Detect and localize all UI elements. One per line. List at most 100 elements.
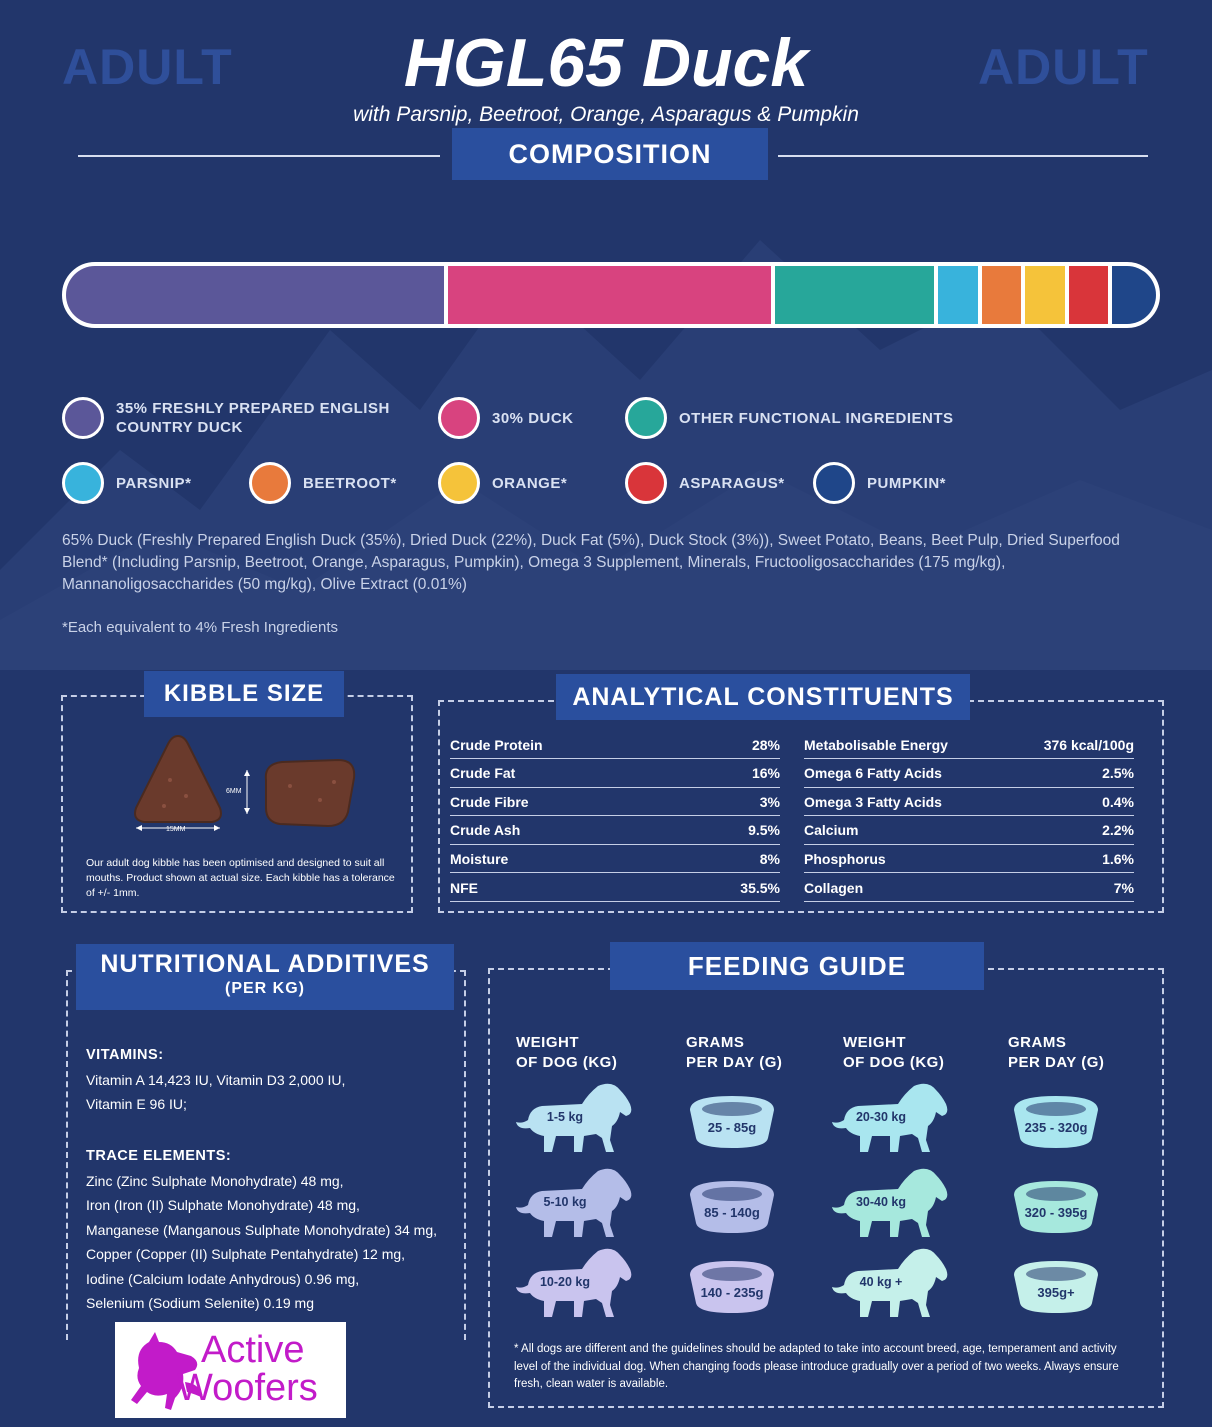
column-weight-1: WEIGHT OF DOG (KG) [516, 1033, 617, 1073]
dog-shape [516, 1248, 632, 1317]
logo-text-woofers: Woofers [177, 1367, 318, 1409]
bowl-rim [1026, 1187, 1086, 1201]
composition-segment [981, 266, 1026, 324]
composition-segment [938, 266, 982, 324]
dog-tail [185, 1382, 203, 1398]
trace-element-line: Iron (Iron (II) Sulphate Monohydrate) 48… [86, 1197, 360, 1213]
analytical-heading: ANALYTICAL CONSTITUENTS [572, 683, 954, 711]
fresh-ingredients-footnote: *Each equivalent to 4% Fresh Ingredients [62, 619, 338, 636]
constituent-value: 0.4% [1102, 793, 1134, 810]
additives-banner: NUTRITIONAL ADDITIVES (PER KG) [76, 944, 454, 1010]
kibble-front-icon [134, 734, 222, 823]
legend-label: 30% DUCK [492, 409, 574, 427]
kibble-size-banner: KIBBLE SIZE [144, 671, 344, 717]
trace-elements-title: TRACE ELEMENTS: [86, 1148, 232, 1164]
constituent-name: Moisture [450, 850, 509, 867]
constituent-value: 35.5% [740, 879, 780, 896]
column-weight-line: WEIGHT [516, 1034, 579, 1051]
constituent-value: 9.5% [748, 822, 780, 839]
trace-element-line: Manganese (Manganous Sulphate Monohydrat… [86, 1221, 437, 1238]
analytical-row: Omega 6 Fatty Acids 2.5% [804, 760, 1134, 788]
dog-shape [832, 1083, 948, 1152]
constituent-value: 2.5% [1102, 765, 1134, 782]
composition-segment [1068, 266, 1113, 324]
dog-weight-label: 10-20 kg [539, 1275, 591, 1289]
dog-silhouette-icon [832, 1083, 948, 1152]
composition-segment [774, 266, 938, 324]
legend-label: OTHER FUNCTIONAL INGREDIENTS [679, 409, 954, 427]
analytical-row: Crude Fibre 3% [450, 788, 780, 817]
dog-weight-label: 5-10 kg [543, 1195, 587, 1209]
column-grams-line: PER DAY (G) [1008, 1054, 1105, 1071]
dog-shape [832, 1168, 948, 1237]
column-grams-1: GRAMS PER DAY (G) [686, 1033, 782, 1073]
feeding-guide-banner: FEEDING GUIDE [610, 942, 984, 990]
dog-weight-label: 40 kg + [859, 1275, 903, 1289]
kibble-width-label: 15MM [166, 826, 186, 833]
legend-item-parsnip: PARSNIP* [62, 462, 191, 504]
dog-shape [516, 1168, 632, 1237]
legend-label: PUMPKIN* [867, 474, 947, 492]
food-bowl-icon [690, 1096, 774, 1148]
legend-item-other: OTHER FUNCTIONAL INGREDIENTS [625, 397, 954, 439]
bowl-rim [702, 1102, 762, 1116]
trace-element-line: Selenium (Sodium Selenite) 0.19 mg [86, 1295, 315, 1311]
kibble-height-label: 6MM [226, 788, 242, 795]
legend-dot [625, 462, 667, 504]
constituent-value: 2.2% [1102, 822, 1134, 839]
analytical-row: Phosphorus 1.6% [804, 845, 1134, 874]
bowl-rim [702, 1187, 762, 1201]
grams-per-day-label: 320 - 395g [1024, 1205, 1088, 1220]
composition-segment [1112, 266, 1156, 324]
dog-silhouette-icon [516, 1248, 632, 1317]
legend-label: PARSNIP* [116, 474, 192, 492]
column-grams-2: GRAMS PER DAY (G) [1008, 1033, 1104, 1073]
dog-weight-label: 1-5 kg [546, 1110, 584, 1124]
kibble-side-icon [264, 758, 356, 828]
legend-dot [62, 397, 104, 439]
constituent-name: Crude Fibre [450, 793, 529, 810]
trace-element-line: Zinc (Zinc Sulphate Monohydrate) 48 mg, [86, 1172, 344, 1189]
analytical-row: Moisture 8% [450, 845, 780, 874]
composition-heading: COMPOSITION [508, 139, 712, 169]
trace-element-line: Iodine (Calcium Iodate Anhydrous) 0.96 m… [86, 1270, 360, 1287]
constituent-name: Metabolisable Energy [804, 736, 948, 753]
composition-segment [66, 266, 448, 324]
column-grams-line: PER DAY (G) [686, 1054, 783, 1071]
composition-bar [62, 262, 1160, 328]
legend-label: ORANGE* [492, 474, 568, 492]
trace-elements-block: TRACE ELEMENTS: Zinc (Zinc Sulphate Mono… [86, 1144, 437, 1316]
constituent-name: Calcium [804, 822, 859, 839]
vitamins-line: Vitamin E 96 IU; [86, 1096, 187, 1112]
analytical-row: Metabolisable Energy 376 kcal/100g [804, 731, 1134, 759]
bowl-rim [1026, 1102, 1086, 1116]
constituent-value: 3% [759, 793, 780, 810]
food-bowl-icon [1014, 1261, 1098, 1313]
constituent-name: Crude Ash [450, 822, 521, 839]
constituent-name: Phosphorus [804, 850, 886, 867]
dog-shape [832, 1248, 948, 1317]
feeding-note: * All dogs are different and the guideli… [514, 1343, 1119, 1390]
dog-shape [516, 1083, 632, 1152]
ingredients-list: 65% Duck (Freshly Prepared English Duck … [62, 532, 1120, 593]
constituent-name: Omega 6 Fatty Acids [804, 765, 942, 782]
grams-per-day-label: 25 - 85g [707, 1120, 757, 1135]
mountain-background [0, 240, 1212, 670]
additives-subheading: (PER KG) [225, 980, 305, 997]
composition-segment [1025, 266, 1069, 324]
grams-per-day-label: 235 - 320g [1024, 1120, 1088, 1135]
dog-silhouette-icon [516, 1168, 632, 1237]
legend-item-pumpkin: PUMPKIN* [813, 462, 946, 504]
constituent-name: Omega 3 Fatty Acids [804, 793, 942, 810]
legend-dot [249, 462, 291, 504]
column-grams-line: GRAMS [1008, 1034, 1067, 1051]
dog-logo-icon [131, 1332, 203, 1410]
dog-silhouette-icon [516, 1083, 632, 1152]
column-weight-2: WEIGHT OF DOG (KG) [843, 1033, 944, 1073]
dog-weight-label: 20-30 kg [855, 1110, 907, 1124]
vitamins-line: Vitamin A 14,423 IU, Vitamin D3 2,000 IU… [86, 1071, 346, 1088]
vitamins-block: VITAMINS: Vitamin A 14,423 IU, Vitamin D… [86, 1043, 345, 1117]
logo-text-active: Active [201, 1329, 305, 1371]
analytical-row: Omega 3 Fatty Acids 0.4% [804, 788, 1134, 817]
